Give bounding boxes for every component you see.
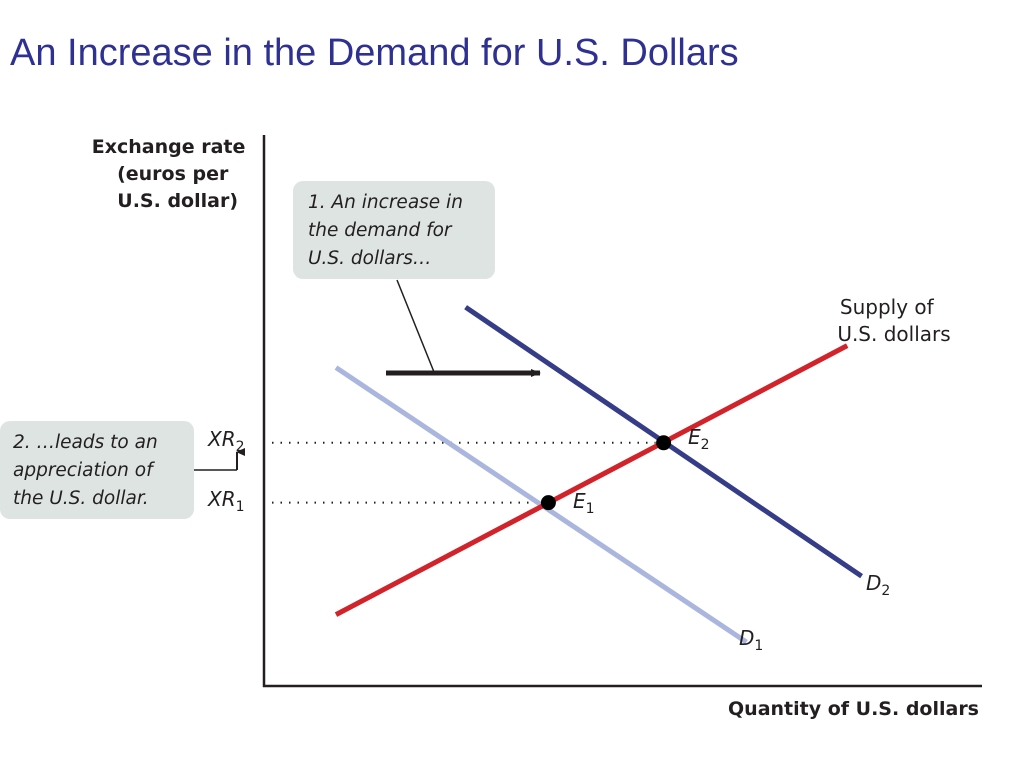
svg-text:1. An increase in the de: 1. An increase in the demand for U.S. do… <box>308 192 469 269</box>
e2-label: E2 <box>688 425 710 453</box>
d2-label: D2 <box>866 571 890 599</box>
e1-label: E1 <box>573 489 595 517</box>
callout-2-line-2: appreciation of <box>13 460 155 481</box>
supply-label-line-1: Supply of <box>840 295 935 319</box>
y-axis-label-line-2: (euros per <box>117 163 229 185</box>
y-axis-label-line-3: U.S. dollar) <box>117 190 238 212</box>
y-axis-label: Exchange rate (euros per U.S. dollar) <box>92 136 252 212</box>
d1-label: D1 <box>739 626 763 654</box>
x-axis-label: Quantity of U.S. dollars <box>728 698 979 720</box>
supply-curve <box>334 343 849 617</box>
y-axis-label-line-1: Exchange rate <box>92 136 246 158</box>
callout-2-line-1: 2. …leads to an <box>13 432 158 453</box>
callout-demand-increase: 1. An increase in the demand for U.S. do… <box>293 181 495 279</box>
xr1-tick-label: XR1 <box>207 487 245 515</box>
xr2-tick-label: XR2 <box>207 427 245 455</box>
equilibrium-point-e1 <box>540 495 556 511</box>
callout-1-pointer <box>396 279 435 373</box>
callout-1-line-2: the demand for <box>308 220 453 241</box>
callout-2-line-3: the U.S. dollar. <box>13 488 149 509</box>
supply-label-line-2: U.S. dollars <box>837 322 950 346</box>
callout-1-line-1: 1. An increase in <box>308 192 463 213</box>
equilibrium-point-e2 <box>656 435 672 451</box>
svg-text:2. …leads to an apprecia: 2. …leads to an appreciation of the U.S.… <box>13 432 164 509</box>
supply-label: Supply of U.S. dollars <box>837 295 950 346</box>
slide-title: An Increase in the Demand for U.S. Dolla… <box>10 32 739 74</box>
callout-appreciation: 2. …leads to an appreciation of the U.S.… <box>0 421 194 519</box>
callout-1-line-3: U.S. dollars… <box>308 248 431 269</box>
